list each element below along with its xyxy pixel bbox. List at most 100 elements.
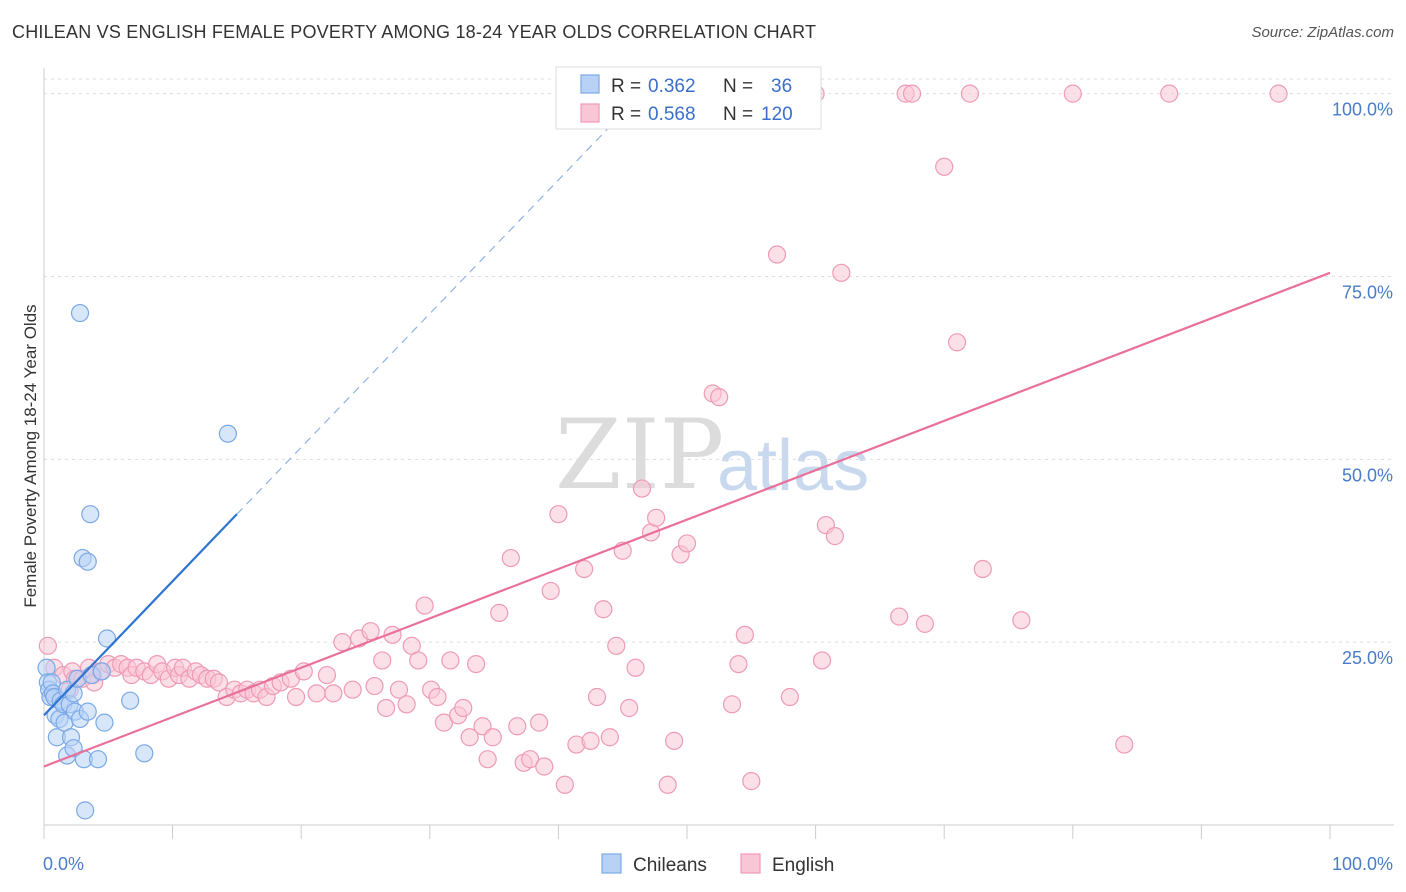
legend-swatch-english: [580, 103, 600, 123]
english-point-69: [483, 728, 502, 747]
series-legend-label-english: English: [772, 855, 834, 876]
grid-lines: [44, 78, 1394, 643]
english-point-83: [587, 687, 607, 707]
trend-lines: [43, 126, 1331, 768]
english-point-54: [389, 680, 409, 699]
x-axis-ticks: [43, 825, 1331, 839]
chart-title: CHILEAN VS ENGLISH FEMALE POVERTY AMONG …: [12, 22, 817, 42]
chileans-point-25: [76, 801, 95, 820]
english-point-88: [620, 698, 639, 718]
chileans-point-28: [81, 505, 100, 524]
english-point-78: [549, 505, 568, 524]
english-point-92: [647, 508, 666, 527]
legend-r-label-chileans: R =: [611, 76, 641, 97]
english-point-46: [333, 633, 352, 652]
chileans-trend-line: [43, 513, 238, 717]
english-point-85: [600, 728, 619, 747]
watermark-atlas: atlas: [717, 426, 869, 506]
series-legend-label-chileans: Chileans: [633, 855, 707, 876]
english-point-101: [722, 695, 742, 714]
chileans-point-27: [78, 702, 97, 721]
english-point-61: [434, 713, 454, 732]
legend-n-label-english: N =: [723, 104, 753, 125]
english-point-60: [428, 687, 447, 707]
legend-swatch-chileans: [580, 74, 600, 94]
english-point-44: [317, 665, 337, 685]
english-point-76: [535, 757, 554, 776]
x-tick-label-min: 0.0%: [43, 854, 84, 874]
y-tick-label-1: 50.0%: [1342, 465, 1393, 485]
english-point-123: [1115, 735, 1134, 754]
english-point-102: [729, 654, 748, 674]
series-legend-swatch-chileans: [601, 853, 622, 874]
english-point-41: [286, 687, 306, 707]
y-axis-tick-labels: 25.0% 50.0% 75.0% 100.0%: [1332, 100, 1393, 669]
chileans-trend-extension: [236, 126, 611, 515]
english-point-117: [935, 157, 954, 176]
english-point-51: [373, 651, 392, 670]
english-point-50: [365, 676, 384, 696]
english-point-0: [38, 636, 57, 655]
english-point-84: [594, 600, 613, 619]
series-legend-swatch-english: [740, 853, 761, 874]
english-point-65: [460, 728, 479, 747]
english-point-90: [632, 479, 652, 498]
english-point-62: [441, 651, 460, 670]
watermark: ZIP atlas: [555, 399, 869, 511]
chileans-point-26: [78, 552, 97, 571]
y-tick-label-2: 75.0%: [1342, 282, 1393, 302]
english-point-94: [665, 731, 684, 750]
english-point-66: [466, 654, 486, 674]
chileans-point-32: [95, 713, 114, 732]
english-point-104: [742, 772, 761, 791]
english-point-93: [658, 775, 677, 794]
y-tick-label-0: 25.0%: [1342, 648, 1393, 668]
chileans-point-36: [218, 424, 237, 443]
english-point-74: [521, 750, 540, 769]
chileans-point-31: [92, 662, 111, 681]
x-tick-label-max: 100.0%: [1332, 854, 1393, 874]
english-point-122: [1063, 84, 1082, 103]
english-point-118: [947, 333, 967, 352]
english-point-120: [973, 559, 992, 579]
y-axis-title: Female Poverty Among 18-24 Year Olds: [21, 304, 40, 607]
english-point-89: [626, 658, 645, 677]
english-point-115: [902, 84, 922, 103]
english-point-109: [812, 651, 832, 670]
english-point-77: [541, 581, 560, 601]
english-point-82: [581, 731, 600, 750]
english-point-52: [376, 698, 396, 718]
english-point-71: [501, 548, 520, 568]
english-point-58: [415, 596, 434, 615]
english-point-107: [780, 687, 799, 707]
legend-n-value-chileans: 36: [771, 76, 792, 97]
english-point-116: [915, 614, 935, 633]
legend-r-value-chileans: 0.362: [648, 76, 696, 97]
english-point-100: [710, 388, 729, 407]
english-point-106: [767, 245, 787, 264]
english-point-49: [361, 622, 380, 641]
correlation-legend: R = 0.362 N = 36 R = 0.568 N = 120: [555, 66, 822, 130]
english-point-112: [832, 263, 851, 282]
legend-n-label-chileans: N =: [723, 76, 753, 97]
chileans-point-34: [121, 691, 140, 710]
english-point-55: [397, 695, 416, 714]
english-point-119: [960, 84, 980, 103]
english-point-70: [490, 603, 509, 623]
legend-n-value-english: 120: [761, 104, 793, 125]
english-point-45: [324, 684, 343, 703]
english-point-103: [735, 625, 754, 644]
english-point-72: [508, 717, 527, 736]
series-legend: Chileans English: [601, 853, 834, 876]
english-point-47: [343, 680, 362, 699]
chileans-point-22: [70, 303, 90, 323]
english-point-113: [890, 607, 909, 626]
chileans-point-35: [135, 744, 154, 763]
english-point-42: [294, 662, 313, 681]
english-point-30: [209, 673, 228, 692]
english-point-64: [454, 698, 473, 718]
english-point-68: [478, 750, 497, 769]
english-trend-line: [43, 271, 1331, 768]
y-tick-label-3: 100.0%: [1332, 100, 1393, 120]
